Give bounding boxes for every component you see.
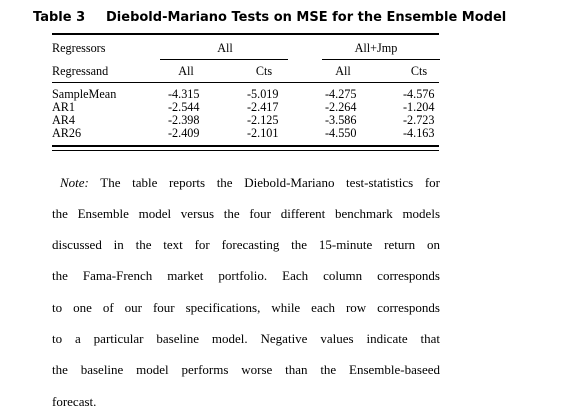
sub-header-3: All [335, 64, 351, 78]
table-cell: -1.204 [403, 100, 435, 114]
note-line: to a particular baseline model. Negative… [52, 331, 440, 346]
table-cell: -4.315 [168, 87, 200, 101]
table-cell: -5.019 [247, 87, 279, 101]
note-label: Note: [60, 175, 89, 190]
table-cell: -2.101 [247, 126, 279, 140]
table-cell: -4.163 [403, 126, 435, 140]
sub-header-4: Cts [410, 64, 428, 78]
header-rule [52, 82, 439, 83]
table-number: Table 3 [33, 10, 86, 25]
regressand-label: Regressand [52, 64, 109, 78]
table-cell: -2.125 [247, 113, 279, 127]
regressors-label: Regressors [52, 41, 106, 55]
table-cell: -2.264 [325, 100, 357, 114]
table-title: Diebold-Mariano Tests on MSE for the Ens… [106, 10, 507, 25]
bottom-rule [52, 145, 439, 147]
row-label: AR4 [52, 113, 76, 127]
note-line: the baseline model performs worse than t… [52, 362, 440, 377]
note-line: Note: The table reports the Diebold-Mari… [60, 175, 440, 190]
group-rule-all [160, 59, 288, 60]
sub-header-2: Cts [255, 64, 273, 78]
row-label: AR1 [52, 100, 76, 114]
table-cell: -3.586 [325, 113, 357, 127]
note-line: forecast. [52, 394, 97, 409]
group-rule-all-jmp [322, 59, 440, 60]
group-header-all: All [217, 41, 233, 55]
table-cell: -2.398 [168, 113, 200, 127]
table-cell: -2.417 [247, 100, 279, 114]
note-line: discussed in the text for forecasting th… [52, 237, 440, 252]
table-cell: -2.409 [168, 126, 200, 140]
table-cell: -4.550 [325, 126, 357, 140]
table-cell: -2.723 [403, 113, 435, 127]
group-header-all-jmp: All+Jmp [354, 41, 398, 55]
table-caption: Table 3 Diebold-Mariano Tests on MSE for … [33, 10, 506, 25]
note-line: to one of our four specifications, while… [52, 300, 440, 315]
note-line: the Ensemble model versus the four diffe… [52, 206, 440, 221]
sub-header-1: All [178, 64, 194, 78]
table-cell: -2.544 [168, 100, 200, 114]
table-cell: -4.576 [403, 87, 435, 101]
row-label: AR26 [52, 126, 82, 140]
bottom-rule-double [52, 150, 439, 151]
row-label: SampleMean [52, 87, 117, 101]
note-line: the Fama-French market portfolio. Each c… [52, 268, 440, 283]
top-rule [52, 33, 439, 35]
table-cell: -4.275 [325, 87, 357, 101]
